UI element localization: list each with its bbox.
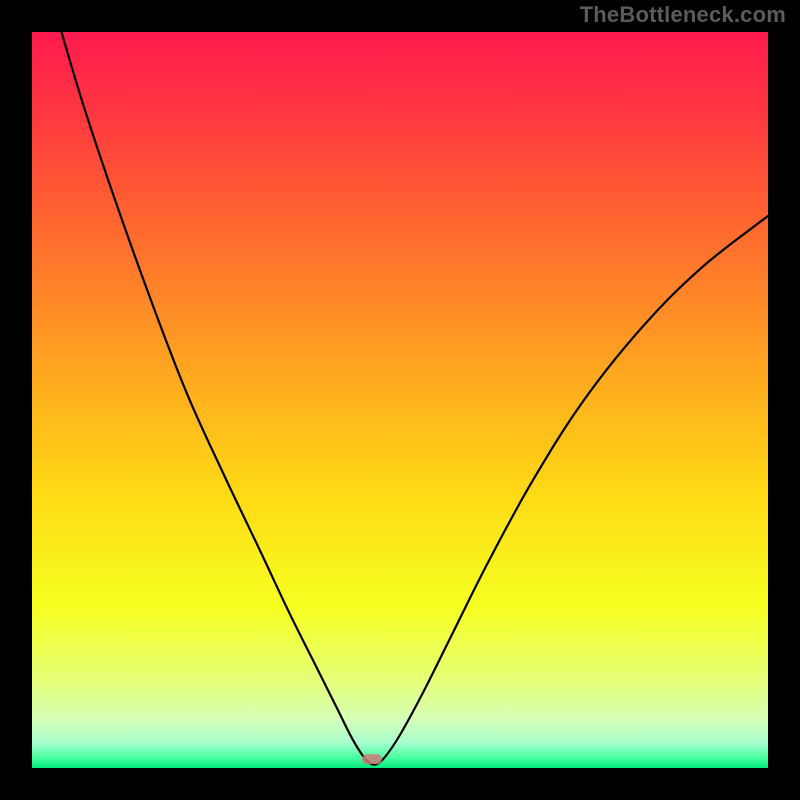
optimum-marker	[362, 754, 382, 764]
bottleneck-chart	[0, 0, 800, 800]
watermark-text: TheBottleneck.com	[580, 2, 786, 28]
plot-background	[32, 32, 768, 768]
